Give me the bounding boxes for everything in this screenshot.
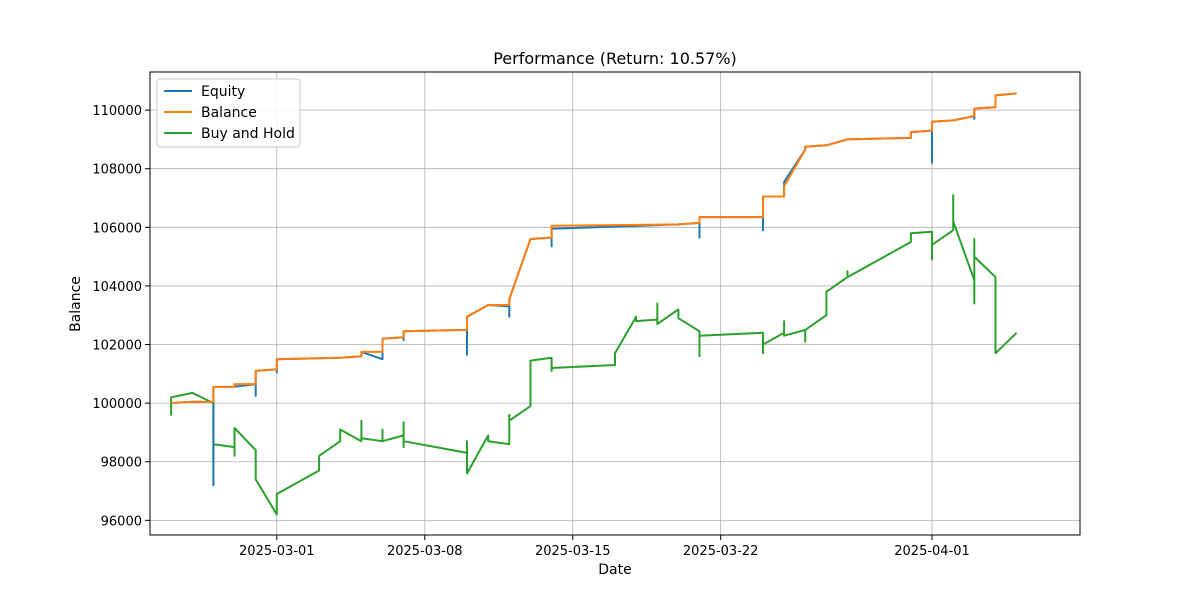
legend: Equity Balance Buy and Hold [156,78,301,148]
y-axis-ticks: 96000 98000 100000 102000 104000 106000 108000… [92,104,150,529]
x-tick-label: 2025-03-01 [239,544,315,559]
y-axis-label: Balance [68,276,84,332]
x-axis-ticks: 2025-03-01 2025-03-08 2025-03-15 2025-03-22… [239,535,970,559]
x-tick-label: 2025-03-08 [387,544,463,559]
legend-label-equity: Equity [201,84,245,100]
y-tick-label: 100000 [92,397,142,412]
legend-box [156,78,301,148]
y-tick-label: 108000 [92,163,142,178]
x-axis-label: Date [598,562,631,578]
y-tick-label: 104000 [92,280,142,295]
chart-title: Performance (Return: 10.57%) [493,49,737,68]
y-tick-label: 98000 [101,456,142,471]
series-layer [170,92,1018,516]
buy-and-hold-series-line [170,194,1018,516]
y-tick-label: 110000 [92,104,142,119]
y-tick-label: 96000 [101,514,142,529]
legend-label-balance: Balance [201,105,257,121]
x-tick-label: 2025-03-15 [535,544,611,559]
x-tick-label: 2025-03-22 [683,544,759,559]
x-tick-label: 2025-04-01 [894,544,970,559]
y-tick-label: 102000 [92,339,142,354]
legend-label-buy-and-hold: Buy and Hold [201,126,295,142]
y-tick-label: 106000 [92,221,142,236]
plot-frame [149,71,1081,536]
balance-series-line [171,92,1017,405]
